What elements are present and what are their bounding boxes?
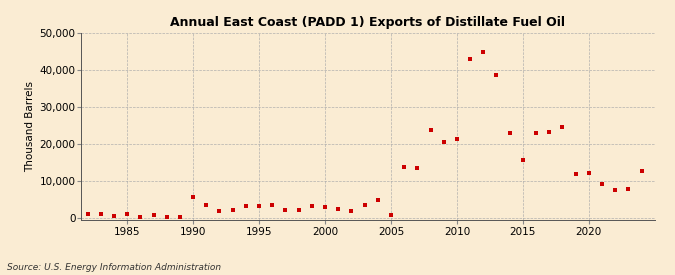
Point: [359, 203, 370, 207]
Point: [227, 208, 238, 212]
Point: [597, 182, 608, 186]
Point: [531, 131, 541, 135]
Point: [464, 57, 475, 61]
Point: [412, 166, 423, 170]
Point: [122, 212, 132, 216]
Point: [636, 169, 647, 173]
Title: Annual East Coast (PADD 1) Exports of Distillate Fuel Oil: Annual East Coast (PADD 1) Exports of Di…: [170, 16, 566, 29]
Point: [452, 136, 462, 141]
Point: [557, 125, 568, 129]
Point: [478, 50, 489, 54]
Point: [240, 204, 251, 208]
Point: [306, 204, 317, 208]
Point: [201, 203, 212, 207]
Point: [544, 130, 555, 134]
Point: [109, 213, 119, 218]
Point: [610, 188, 620, 192]
Point: [188, 195, 198, 200]
Point: [161, 214, 172, 219]
Point: [293, 208, 304, 212]
Point: [214, 208, 225, 213]
Point: [333, 207, 344, 211]
Point: [148, 213, 159, 217]
Point: [346, 208, 357, 213]
Y-axis label: Thousand Barrels: Thousand Barrels: [25, 81, 35, 172]
Point: [82, 211, 93, 216]
Point: [623, 187, 634, 191]
Point: [280, 208, 291, 212]
Point: [254, 204, 265, 208]
Point: [570, 172, 581, 176]
Point: [438, 140, 449, 144]
Point: [491, 73, 502, 77]
Point: [518, 158, 529, 162]
Point: [583, 171, 594, 175]
Point: [175, 215, 186, 220]
Point: [504, 131, 515, 135]
Point: [425, 128, 436, 132]
Point: [95, 212, 106, 216]
Point: [267, 203, 277, 207]
Point: [135, 215, 146, 220]
Point: [385, 213, 396, 217]
Point: [399, 165, 410, 170]
Point: [319, 205, 330, 210]
Point: [373, 198, 383, 203]
Text: Source: U.S. Energy Information Administration: Source: U.S. Energy Information Administ…: [7, 263, 221, 272]
Point: [69, 216, 80, 220]
